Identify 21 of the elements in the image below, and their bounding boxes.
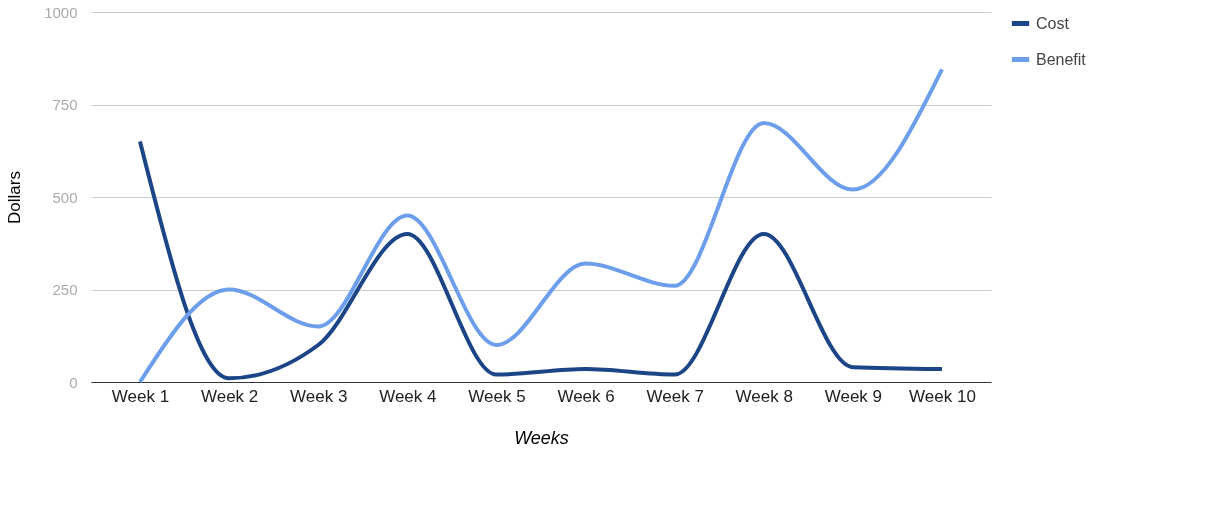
- legend-label: Benefit: [1036, 50, 1087, 68]
- legend-label: Cost: [1036, 14, 1070, 32]
- x-tick-label: Week 5: [468, 386, 526, 406]
- line-series: [138, 67, 944, 384]
- y-tick-label: 750: [52, 96, 78, 113]
- x-tick-label: Week 4: [379, 386, 437, 406]
- x-tick-label: Week 3: [290, 386, 348, 406]
- x-tick-label: Week 9: [824, 386, 883, 406]
- x-axis-title: Weeks: [514, 427, 569, 448]
- y-axis-title: Dollars: [5, 171, 25, 224]
- x-tick-label: Week 10: [909, 386, 976, 406]
- y-tick-label: 250: [52, 281, 78, 298]
- y-tick-label: 500: [52, 188, 78, 206]
- x-tick-label: Week 6: [557, 386, 615, 406]
- line-series: [138, 139, 944, 381]
- y-tick-label: 1000: [44, 3, 78, 21]
- x-tick-label: Week 1: [111, 386, 170, 406]
- x-tick-label: Week 7: [646, 386, 704, 406]
- x-tick-label: Week 8: [735, 386, 793, 406]
- x-tick-label: Week 2: [200, 386, 259, 406]
- y-tick-label: 0: [69, 373, 78, 391]
